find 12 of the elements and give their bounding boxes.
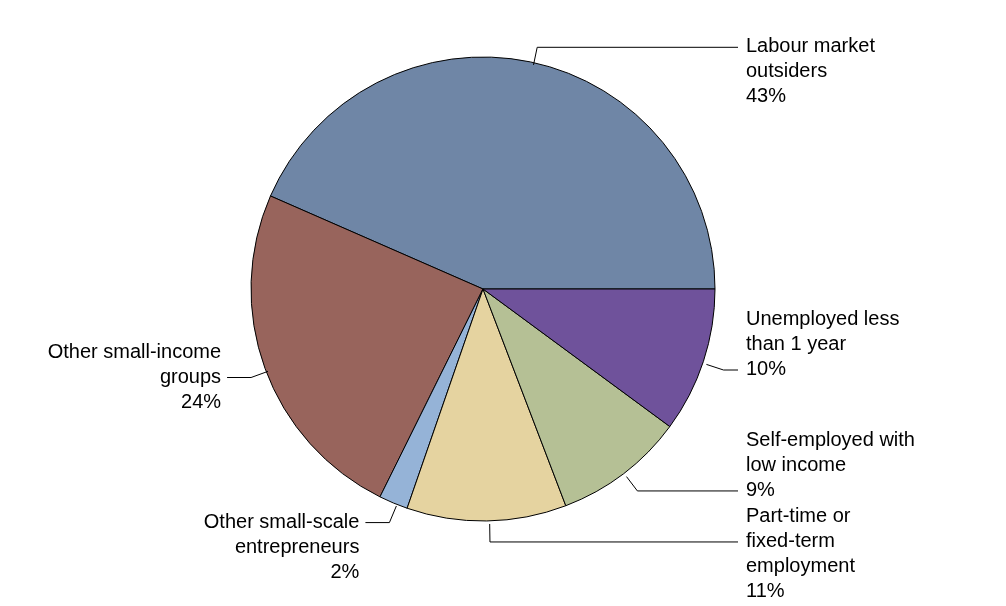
slice-label: Labour market outsiders [746,34,876,82]
data-label: 9% [746,478,776,501]
data-label: 43% [746,84,787,107]
slice-label: Part-time or fixed-term employment [746,504,856,577]
slice-label: Other small-income groups [47,339,222,387]
slice-label: Self-employed with low income [746,428,915,476]
data-label: 2% [330,559,360,582]
slice-label: Unemployed less than 1 year [746,307,900,355]
slice-label: Other small-scale entrepreneurs [203,509,360,557]
data-label: 10% [746,357,787,380]
data-label: 11% [746,579,785,602]
data-label: 24% [181,389,222,412]
